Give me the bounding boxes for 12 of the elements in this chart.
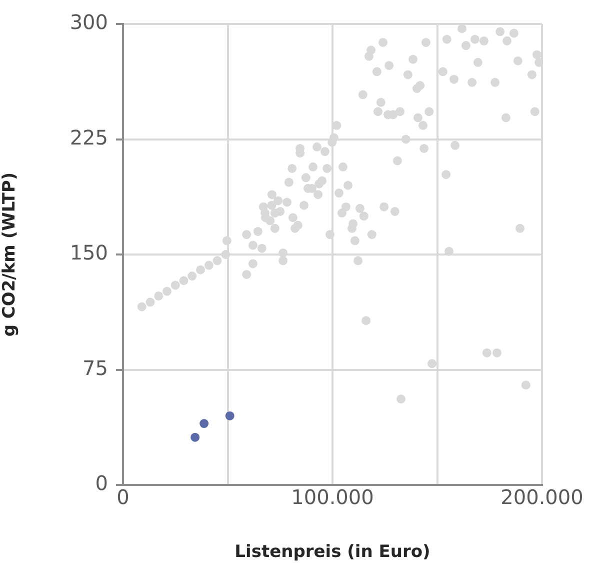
x-axis-title: Listenpreis (in Euro) bbox=[234, 542, 430, 562]
y-tick-label: 225 bbox=[70, 125, 108, 150]
x-tick-label: 0 bbox=[116, 485, 130, 510]
point bbox=[190, 432, 200, 442]
point bbox=[200, 419, 209, 428]
point bbox=[225, 411, 234, 420]
y-tick-label: 150 bbox=[70, 240, 108, 265]
y-tick-label: 75 bbox=[82, 356, 108, 380]
y-axis-title: g CO2/km (WLTP) bbox=[0, 172, 20, 337]
x-tick-label: 100.000 bbox=[291, 485, 374, 510]
x-tick-label: 200.000 bbox=[500, 485, 584, 510]
y-tick-label: 300 bbox=[70, 10, 108, 34]
